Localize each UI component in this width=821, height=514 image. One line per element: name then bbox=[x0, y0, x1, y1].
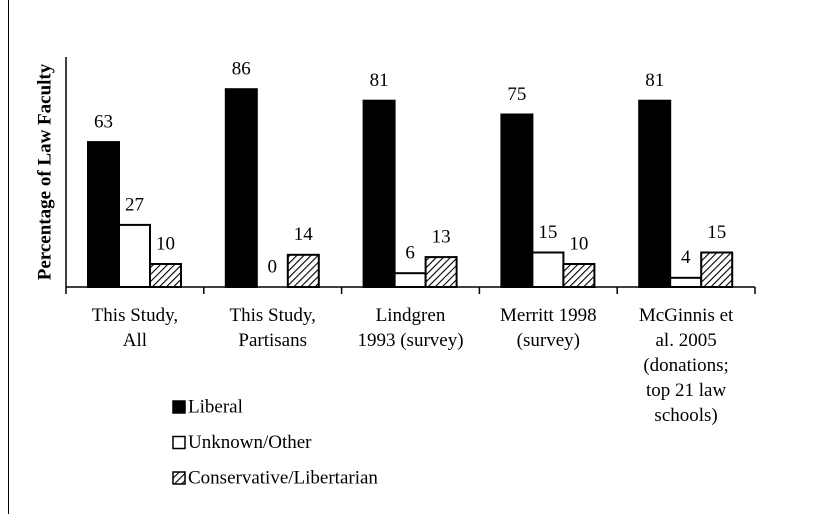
data-label: 6 bbox=[405, 243, 415, 264]
bar bbox=[531, 251, 565, 288]
x-tick-label: Merritt 1998 (survey) bbox=[500, 305, 597, 351]
legend-label: Liberal bbox=[188, 396, 243, 417]
data-label: 13 bbox=[432, 226, 451, 247]
x-tick-label-line: schools) bbox=[654, 405, 717, 426]
bar bbox=[500, 113, 534, 288]
legend-label: Conservative/Libertarian bbox=[188, 467, 378, 488]
data-label: 14 bbox=[294, 224, 314, 245]
x-tick-label: This Study, Partisans bbox=[230, 305, 316, 351]
data-label: 15 bbox=[538, 222, 557, 243]
y-axis-label: Percentage of Law Faculty bbox=[34, 63, 55, 280]
bar bbox=[149, 263, 182, 288]
data-label: 86 bbox=[232, 59, 251, 80]
bar bbox=[393, 272, 427, 289]
bar bbox=[424, 256, 458, 289]
x-tick-label-line: This Study, bbox=[230, 305, 316, 326]
bar bbox=[562, 263, 596, 288]
x-tick-label-line: Lindgren bbox=[376, 305, 446, 326]
x-tick-label-line: McGinnis et bbox=[639, 305, 734, 326]
x-tick-label: Lindgren 1993 (survey) bbox=[357, 305, 463, 351]
x-tick-label-line: (survey) bbox=[517, 330, 580, 351]
legend-swatch bbox=[172, 400, 186, 414]
bar bbox=[638, 99, 672, 288]
x-tick-label-line: 1993 (survey) bbox=[357, 330, 463, 351]
bar bbox=[87, 141, 120, 288]
data-label: 15 bbox=[707, 222, 726, 243]
x-tick-label-line: Merritt 1998 bbox=[500, 305, 597, 326]
data-label: 10 bbox=[569, 233, 588, 254]
bar bbox=[118, 223, 151, 288]
data-label: 81 bbox=[645, 70, 664, 91]
bar bbox=[700, 251, 734, 288]
x-tick-label-line: Partisans bbox=[238, 330, 307, 351]
legend-label: Unknown/Other bbox=[188, 432, 312, 453]
data-label: 75 bbox=[507, 84, 526, 105]
x-tick-label: McGinnis et al. 2005 (donations; top 21 law… bbox=[639, 305, 734, 426]
x-tick-label-line: (donations; bbox=[643, 355, 729, 376]
data-label: 4 bbox=[681, 247, 691, 268]
legend-swatch bbox=[172, 435, 186, 450]
data-label: 27 bbox=[125, 194, 144, 215]
bar bbox=[362, 99, 396, 288]
data-label: 10 bbox=[156, 233, 175, 254]
x-tick-label: This Study, All bbox=[92, 305, 178, 351]
legend-swatch bbox=[172, 471, 186, 485]
x-tick-label-line: top 21 law bbox=[646, 380, 726, 401]
data-label: 63 bbox=[94, 111, 113, 132]
x-tick-label-line: al. 2005 bbox=[655, 330, 716, 351]
bar bbox=[669, 276, 703, 288]
bar bbox=[286, 253, 320, 289]
x-tick-label-line: This Study, bbox=[92, 305, 178, 326]
data-label: 81 bbox=[370, 70, 389, 91]
bar bbox=[224, 88, 258, 288]
data-label: 0 bbox=[268, 256, 278, 277]
x-tick-label-line: All bbox=[123, 330, 147, 351]
